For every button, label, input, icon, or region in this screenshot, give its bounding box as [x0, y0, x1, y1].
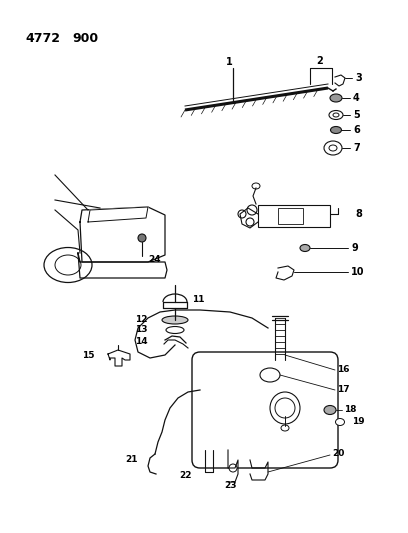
- Ellipse shape: [324, 141, 342, 155]
- Text: 12: 12: [135, 316, 148, 325]
- Text: 2: 2: [316, 56, 323, 66]
- Circle shape: [238, 210, 246, 218]
- Text: 11: 11: [192, 295, 204, 304]
- Ellipse shape: [260, 368, 280, 382]
- Text: 5: 5: [353, 110, 360, 120]
- Text: 16: 16: [337, 366, 350, 375]
- Text: 21: 21: [126, 456, 138, 464]
- Polygon shape: [80, 207, 165, 262]
- Ellipse shape: [330, 94, 342, 102]
- Circle shape: [138, 234, 146, 242]
- Ellipse shape: [329, 145, 337, 151]
- FancyBboxPatch shape: [192, 352, 338, 468]
- Ellipse shape: [329, 110, 343, 119]
- Ellipse shape: [300, 245, 310, 252]
- Polygon shape: [108, 350, 130, 366]
- Bar: [278, 208, 303, 224]
- Ellipse shape: [55, 255, 81, 275]
- Text: 3: 3: [355, 73, 362, 83]
- Ellipse shape: [281, 425, 289, 431]
- Polygon shape: [78, 253, 167, 278]
- Circle shape: [247, 205, 257, 215]
- Text: 4: 4: [353, 93, 360, 103]
- Text: 15: 15: [82, 351, 95, 360]
- Text: 14: 14: [135, 337, 148, 346]
- Text: 17: 17: [337, 385, 350, 394]
- Text: 22: 22: [180, 472, 192, 481]
- Text: 1: 1: [226, 57, 233, 67]
- Text: 24: 24: [148, 255, 161, 264]
- Ellipse shape: [330, 126, 341, 133]
- Text: 13: 13: [135, 326, 148, 335]
- Text: 19: 19: [352, 417, 365, 426]
- Text: 4772: 4772: [25, 31, 60, 44]
- Ellipse shape: [270, 392, 300, 424]
- Circle shape: [275, 398, 295, 418]
- Ellipse shape: [335, 418, 344, 425]
- Circle shape: [246, 218, 254, 226]
- Text: 20: 20: [332, 448, 344, 457]
- Ellipse shape: [162, 316, 188, 324]
- Polygon shape: [88, 207, 148, 222]
- Text: 6: 6: [353, 125, 360, 135]
- Text: 23: 23: [224, 481, 237, 489]
- Text: 9: 9: [351, 243, 358, 253]
- Text: 18: 18: [344, 406, 357, 415]
- Ellipse shape: [333, 113, 339, 117]
- Bar: [258, 205, 330, 227]
- Text: 8: 8: [355, 209, 362, 219]
- Text: 10: 10: [351, 267, 364, 277]
- Ellipse shape: [324, 406, 336, 415]
- Ellipse shape: [166, 327, 184, 334]
- Ellipse shape: [252, 183, 260, 189]
- Circle shape: [229, 464, 237, 472]
- Ellipse shape: [44, 247, 92, 282]
- Text: 7: 7: [353, 143, 360, 153]
- Text: 900: 900: [72, 31, 98, 44]
